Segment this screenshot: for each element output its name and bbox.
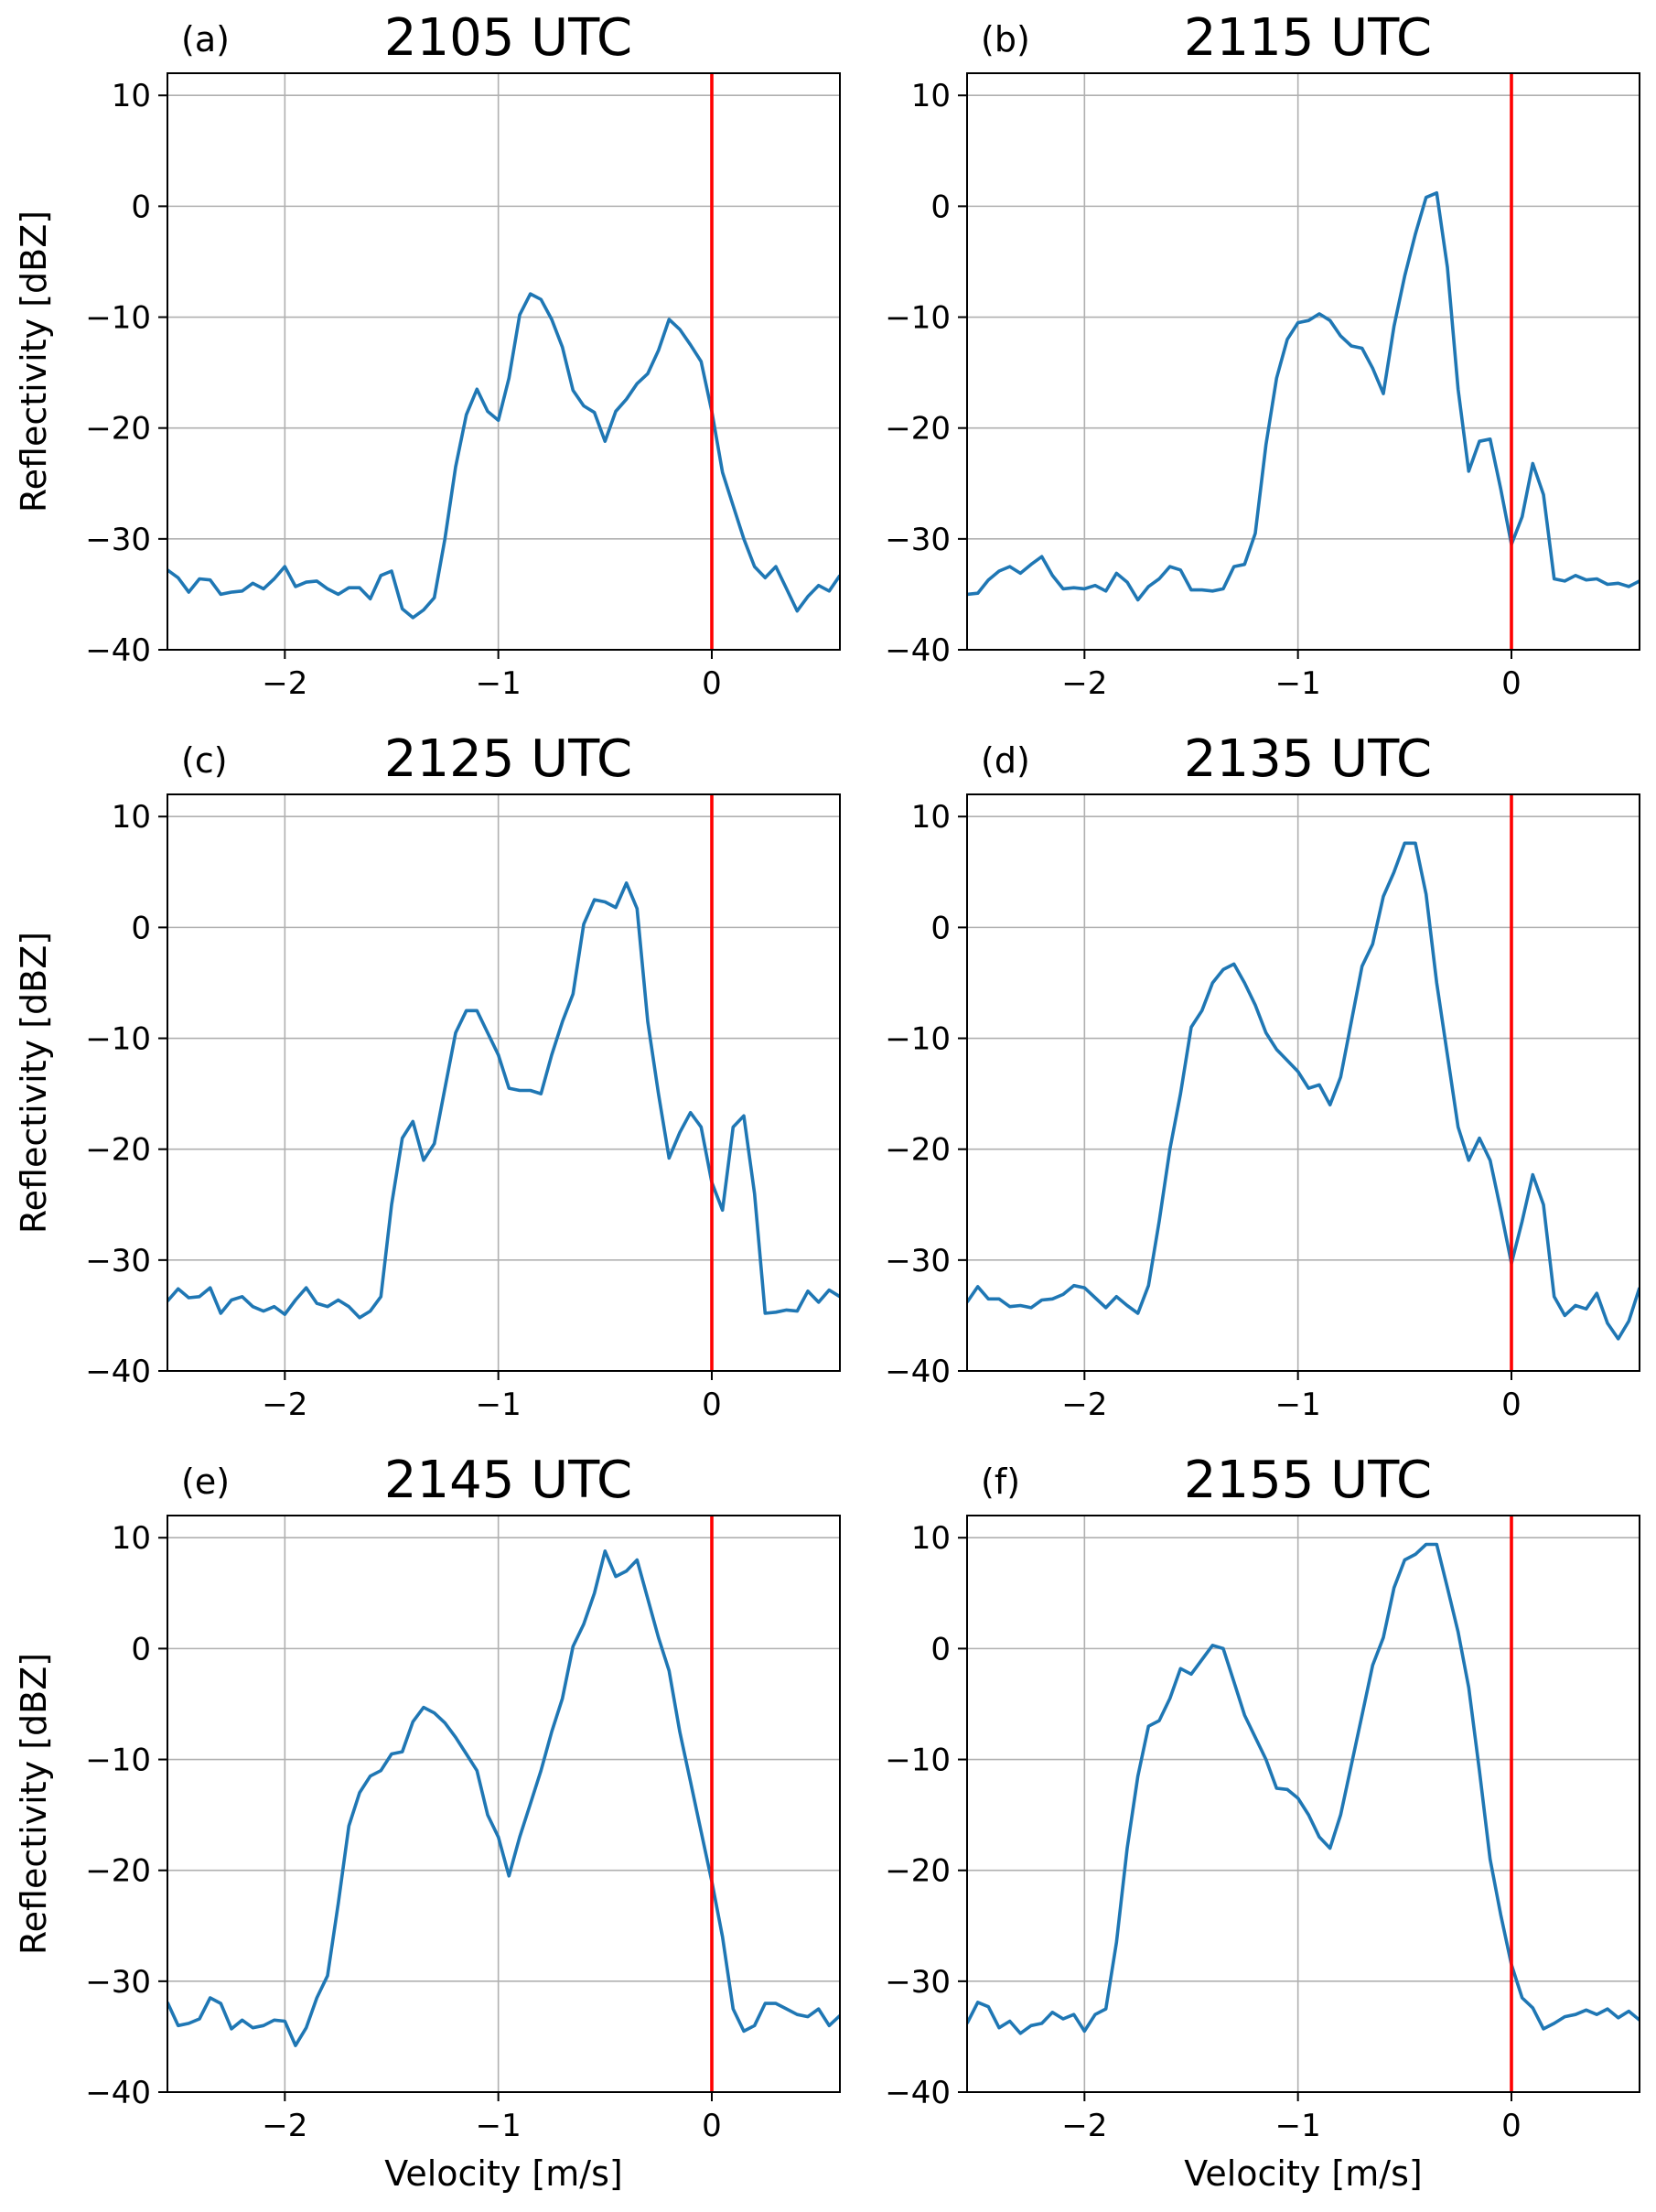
series-line bbox=[167, 881, 840, 1320]
y-tick-label: 0 bbox=[930, 1631, 951, 1667]
plot-frame bbox=[966, 72, 1640, 651]
y-tick-label: −10 bbox=[85, 1743, 151, 1779]
y-tick-label: −30 bbox=[85, 522, 151, 558]
y-tick-label: 0 bbox=[131, 910, 151, 946]
x-tick-label: 0 bbox=[702, 665, 722, 702]
x-tick-label: −1 bbox=[476, 2108, 522, 2144]
panel-letter: (e) bbox=[181, 1462, 230, 1502]
panel-letter: (d) bbox=[981, 740, 1030, 781]
panel-letter: (c) bbox=[181, 740, 228, 781]
panel-title: 2135 UTC bbox=[1184, 729, 1432, 789]
y-tick-label: −30 bbox=[85, 1964, 151, 2001]
plot-frame bbox=[167, 1515, 841, 2093]
x-axis-label: Velocity [m/s] bbox=[1184, 2153, 1422, 2194]
y-tick-label: −30 bbox=[885, 1964, 951, 2001]
series-line bbox=[967, 191, 1640, 602]
series-line bbox=[967, 1542, 1640, 2035]
plot-frame bbox=[966, 1515, 1640, 2093]
series-line bbox=[967, 841, 1640, 1341]
plot-frame bbox=[167, 793, 841, 1372]
panel-title: 2145 UTC bbox=[384, 1451, 632, 1510]
y-tick-label: −20 bbox=[885, 1853, 951, 1890]
y-axis-label: Reflectivity [dBZ] bbox=[14, 932, 54, 1234]
panel-title: 2105 UTC bbox=[384, 8, 632, 68]
x-tick-label: 0 bbox=[1501, 665, 1522, 702]
y-tick-label: −10 bbox=[885, 1021, 951, 1058]
y-tick-label: −20 bbox=[85, 411, 151, 448]
x-tick-label: −1 bbox=[1275, 2108, 1321, 2144]
x-tick-label: −2 bbox=[262, 2108, 307, 2144]
x-tick-label: 0 bbox=[1501, 1387, 1522, 1423]
y-tick-label: −40 bbox=[885, 632, 951, 669]
series-line bbox=[167, 1549, 840, 2047]
y-tick-label: −20 bbox=[85, 1132, 151, 1169]
y-tick-label: −20 bbox=[85, 1853, 151, 1890]
panel-title: 2115 UTC bbox=[1184, 8, 1432, 68]
y-tick-label: −40 bbox=[885, 2075, 951, 2111]
y-tick-label: −40 bbox=[85, 1354, 151, 1390]
y-tick-label: 10 bbox=[911, 799, 951, 836]
y-tick-label: 10 bbox=[112, 78, 151, 114]
y-tick-label: −40 bbox=[85, 632, 151, 669]
y-tick-label: 10 bbox=[112, 1520, 151, 1557]
y-tick-label: 0 bbox=[930, 189, 951, 225]
panel-letter: (a) bbox=[181, 19, 230, 59]
x-tick-label: −1 bbox=[476, 1387, 522, 1423]
x-axis-label: Velocity [m/s] bbox=[384, 2153, 622, 2194]
x-tick-label: −2 bbox=[1061, 665, 1107, 702]
y-tick-label: −30 bbox=[85, 1243, 151, 1279]
y-tick-label: 0 bbox=[930, 910, 951, 946]
series-line bbox=[167, 292, 840, 620]
x-tick-label: −2 bbox=[1061, 2108, 1107, 2144]
panel-letter: (f) bbox=[981, 1462, 1020, 1502]
panel-title: 2155 UTC bbox=[1184, 1451, 1432, 1510]
x-tick-label: −2 bbox=[262, 665, 307, 702]
y-tick-label: −30 bbox=[885, 522, 951, 558]
x-tick-label: −1 bbox=[476, 665, 522, 702]
y-tick-label: 10 bbox=[911, 78, 951, 114]
plot-frame bbox=[167, 72, 841, 651]
x-tick-label: −2 bbox=[1061, 1387, 1107, 1423]
y-tick-label: −10 bbox=[85, 300, 151, 337]
plot-frame bbox=[966, 793, 1640, 1372]
x-tick-label: −2 bbox=[262, 1387, 307, 1423]
y-tick-label: −20 bbox=[885, 411, 951, 448]
y-tick-label: 0 bbox=[131, 1631, 151, 1667]
x-tick-label: −1 bbox=[1275, 665, 1321, 702]
y-tick-label: −40 bbox=[885, 1354, 951, 1390]
y-tick-label: −30 bbox=[885, 1243, 951, 1279]
panel-letter: (b) bbox=[981, 19, 1030, 59]
y-tick-label: −10 bbox=[885, 1743, 951, 1779]
y-tick-label: −10 bbox=[85, 1021, 151, 1058]
y-tick-label: −10 bbox=[885, 300, 951, 337]
x-tick-label: 0 bbox=[702, 2108, 722, 2144]
y-tick-label: 10 bbox=[911, 1520, 951, 1557]
y-axis-label: Reflectivity [dBZ] bbox=[14, 210, 54, 513]
x-tick-label: 0 bbox=[1501, 2108, 1522, 2144]
panel-title: 2125 UTC bbox=[384, 729, 632, 789]
x-tick-label: 0 bbox=[702, 1387, 722, 1423]
y-axis-label: Reflectivity [dBZ] bbox=[14, 1653, 54, 1955]
y-tick-label: −40 bbox=[85, 2075, 151, 2111]
y-tick-label: 10 bbox=[112, 799, 151, 836]
y-tick-label: −20 bbox=[885, 1132, 951, 1169]
y-tick-label: 0 bbox=[131, 189, 151, 225]
x-tick-label: −1 bbox=[1275, 1387, 1321, 1423]
